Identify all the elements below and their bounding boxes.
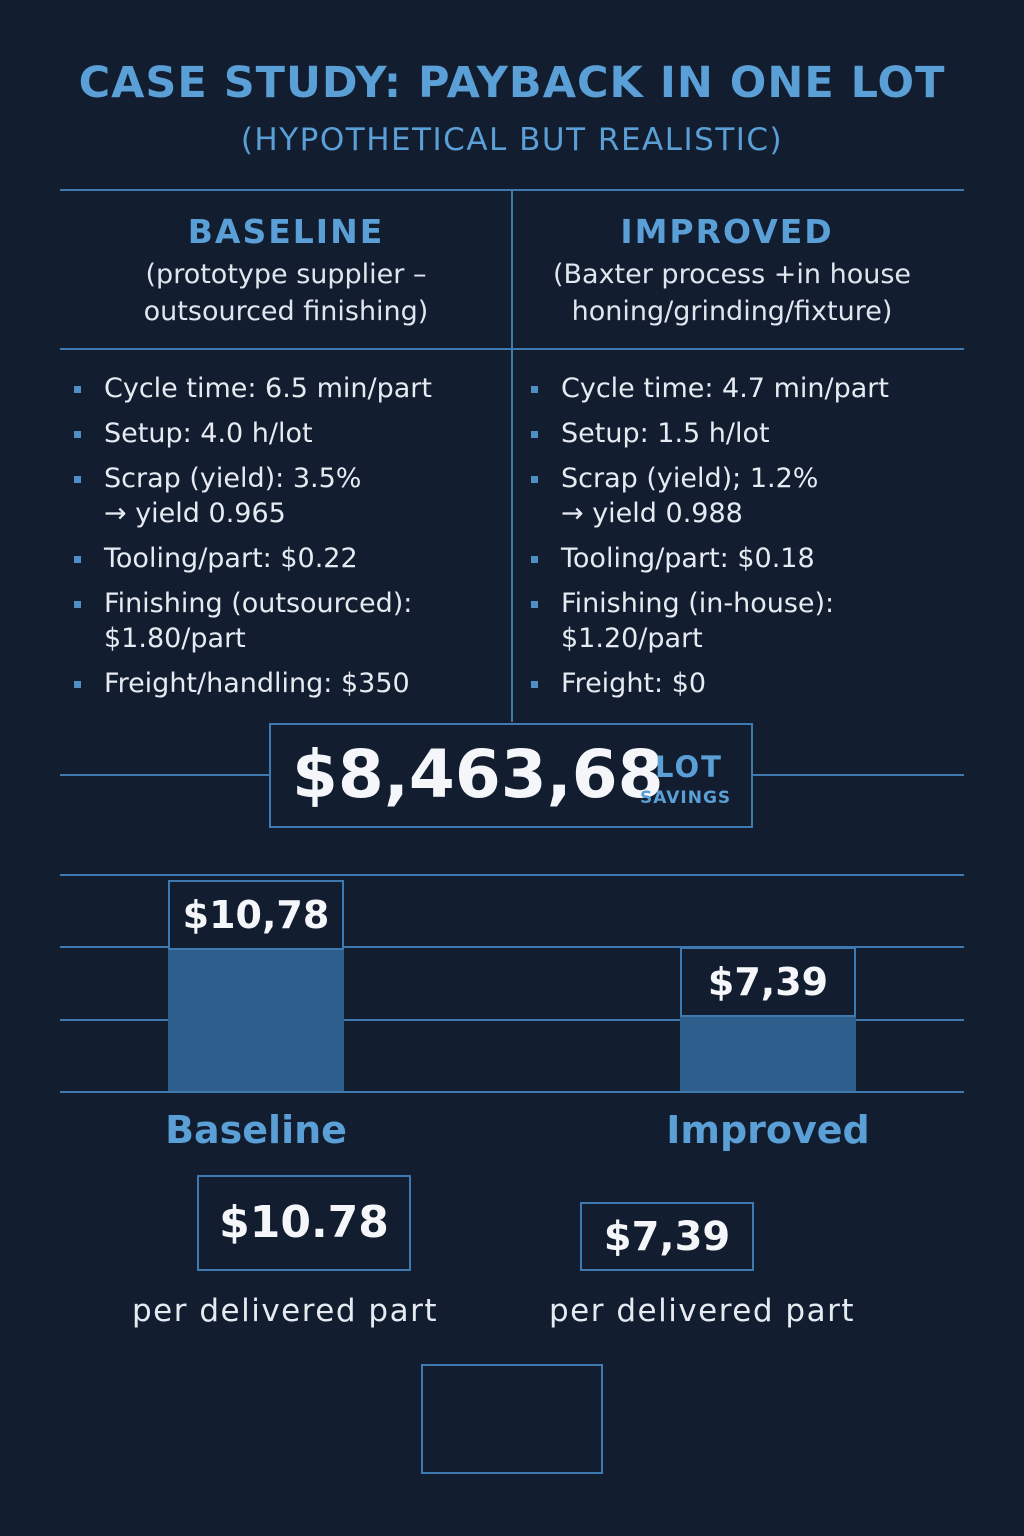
item-text: Finishing (in-house): $1.20/part: [561, 588, 835, 654]
list-item: Setup: 4.0 h/lot: [74, 416, 504, 451]
savings-label: SAVINGS: [640, 788, 732, 808]
list-item: Setup: 1.5 h/lot: [531, 416, 961, 451]
list-item: Finishing (outsourced): $1.80/part: [74, 586, 504, 656]
bullet-icon: [74, 681, 81, 688]
category-label: Baseline: [165, 1108, 347, 1152]
improved-total-caption: per delivered part: [549, 1293, 855, 1329]
item-text: Scrap (yield): 3.5% → yield 0.965: [104, 463, 362, 529]
chart-gridline: [60, 946, 964, 948]
list-item: Freight/handling: $350: [74, 666, 504, 701]
chart-gridline: [60, 1019, 964, 1021]
baseline-description: (prototype supplier – outsourced finishi…: [143, 259, 429, 327]
bullet-icon: [531, 556, 538, 563]
item-text: Freight: $0: [561, 668, 707, 699]
bullet-icon: [531, 386, 538, 393]
item-text: Tooling/part: $0.22: [104, 543, 358, 574]
item-text: Scrap (yield); 1.2% → yield 0.988: [561, 463, 819, 529]
empty-placeholder-box: [421, 1364, 603, 1474]
baseline-total-caption: per delivered part: [132, 1293, 438, 1329]
baseline-heading: BASELINE: [187, 212, 385, 251]
bullet-icon: [74, 556, 81, 563]
bullet-icon: [531, 476, 538, 483]
bullet-icon: [531, 681, 538, 688]
list-item: Tooling/part: $0.22: [74, 541, 504, 576]
item-text: Tooling/part: $0.18: [561, 543, 815, 574]
page-subtitle: (HYPOTHETICAL BUT REALISTIC): [240, 122, 784, 158]
bullet-icon: [74, 431, 81, 438]
bar-data-label: $7,39: [680, 946, 856, 1017]
bullet-icon: [531, 431, 538, 438]
baseline-items: Cycle time: 6.5 min/part Setup: 4.0 h/lo…: [74, 371, 504, 711]
improved-total-box: $7,39: [580, 1202, 754, 1271]
bullet-icon: [74, 476, 81, 483]
improved-description: (Baxter process +in house honing/grindin…: [552, 259, 912, 327]
item-text: Finishing (outsourced): $1.80/part: [104, 588, 413, 654]
chart-axis-baseline: [60, 1091, 964, 1093]
bar-baseline: [168, 880, 344, 1091]
bullet-icon: [531, 601, 538, 608]
savings-value: $8,463,68: [292, 736, 664, 813]
savings-callout: [269, 723, 753, 828]
list-item: Freight: $0: [531, 666, 961, 701]
chart-gridline: [60, 874, 964, 876]
improved-total-value: $7,39: [603, 1214, 731, 1260]
table-column-divider: [511, 190, 513, 722]
category-label: Improved: [666, 1108, 870, 1152]
item-text: Freight/handling: $350: [104, 668, 410, 699]
baseline-total-value: $10.78: [219, 1197, 389, 1248]
list-item: Cycle time: 6.5 min/part: [74, 371, 504, 406]
bar-improved: [680, 946, 856, 1091]
list-item: Finishing (in-house): $1.20/part: [531, 586, 961, 656]
bar-data-label: $10,78: [168, 880, 344, 951]
improved-heading: IMPROVED: [620, 212, 834, 251]
item-text: Setup: 4.0 h/lot: [104, 418, 313, 449]
page-title: CASE STUDY: PAYBACK IN ONE LOT: [78, 58, 946, 108]
bullet-icon: [74, 601, 81, 608]
item-text: Setup: 1.5 h/lot: [561, 418, 770, 449]
list-item: Tooling/part: $0.18: [531, 541, 961, 576]
item-text: Cycle time: 6.5 min/part: [104, 373, 432, 404]
improved-items: Cycle time: 4.7 min/part Setup: 1.5 h/lo…: [531, 371, 961, 711]
list-item: Scrap (yield): 3.5% → yield 0.965: [74, 461, 504, 531]
bullet-icon: [74, 386, 81, 393]
savings-label-lot: LOT: [655, 750, 723, 784]
list-item: Cycle time: 4.7 min/part: [531, 371, 961, 406]
list-item: Scrap (yield); 1.2% → yield 0.988: [531, 461, 961, 531]
savings-rule-left: [60, 774, 270, 776]
item-text: Cycle time: 4.7 min/part: [561, 373, 889, 404]
baseline-total-box: $10.78: [197, 1175, 411, 1271]
savings-rule-right: [753, 774, 964, 776]
